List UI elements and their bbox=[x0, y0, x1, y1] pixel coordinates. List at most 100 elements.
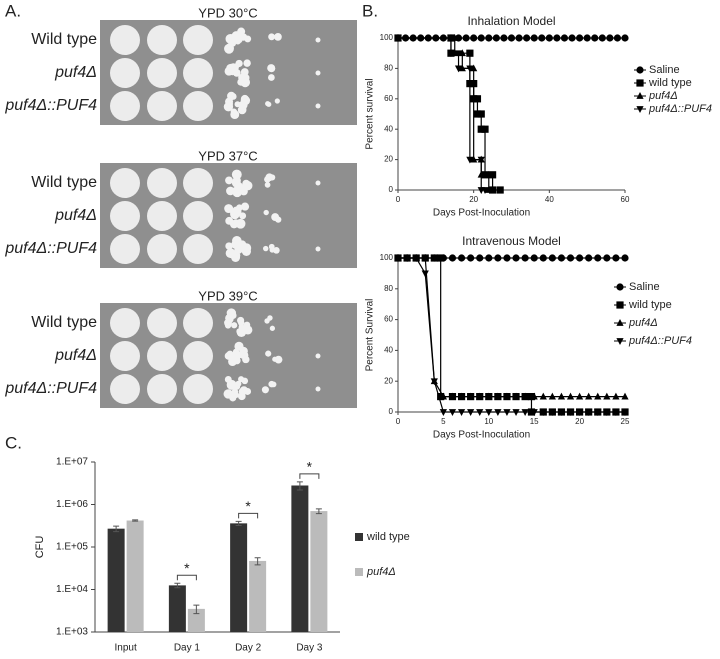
data-point bbox=[503, 392, 511, 400]
colony bbox=[269, 247, 276, 253]
significance-bracket bbox=[176, 574, 197, 581]
x-tick-label: 20 bbox=[575, 417, 584, 426]
colony bbox=[231, 322, 238, 329]
error-bar bbox=[113, 525, 120, 533]
data-point bbox=[494, 254, 502, 262]
colony-spot bbox=[183, 25, 213, 55]
strain-label: puf4Δ::PUF4 bbox=[4, 240, 97, 257]
data-point bbox=[568, 34, 576, 42]
strain-label: Wild type bbox=[31, 174, 97, 191]
colony-spot bbox=[110, 58, 140, 88]
legend-marker bbox=[616, 319, 624, 326]
colony-spot bbox=[147, 374, 177, 404]
error-bar bbox=[193, 604, 200, 615]
x-tick-label: Day 3 bbox=[296, 643, 323, 654]
y-tick-label: 0 bbox=[389, 185, 394, 194]
data-point bbox=[621, 254, 629, 262]
data-point bbox=[545, 34, 553, 42]
data-point bbox=[439, 409, 447, 416]
y-tick-label: 1.E+03 bbox=[56, 627, 88, 638]
data-point bbox=[466, 65, 474, 73]
colony bbox=[243, 321, 251, 329]
data-point bbox=[485, 254, 493, 262]
legend-label: puf4Δ bbox=[366, 566, 396, 578]
data-point bbox=[457, 254, 466, 262]
data-point bbox=[447, 50, 455, 58]
data-point bbox=[492, 34, 500, 42]
data-point bbox=[521, 254, 529, 262]
y-tick-label: 1.E+05 bbox=[56, 542, 88, 553]
data-point bbox=[473, 110, 482, 118]
significance-bracket bbox=[238, 512, 259, 519]
legend-marker bbox=[616, 283, 624, 291]
error-bar bbox=[254, 557, 261, 566]
legend-marker bbox=[616, 338, 624, 345]
data-point bbox=[613, 34, 622, 42]
legend-label: Saline bbox=[629, 281, 660, 293]
x-tick-label: Input bbox=[115, 643, 137, 654]
data-point bbox=[473, 95, 482, 103]
data-point bbox=[539, 409, 547, 416]
colony bbox=[238, 387, 247, 396]
data-point bbox=[512, 254, 520, 262]
colony bbox=[227, 34, 236, 43]
data-point bbox=[521, 409, 529, 416]
y-tick-label: 80 bbox=[384, 64, 393, 73]
data-point bbox=[621, 392, 629, 400]
y-axis-label: CFU bbox=[34, 536, 46, 559]
data-point bbox=[481, 125, 489, 133]
data-point bbox=[485, 170, 493, 178]
data-point bbox=[466, 49, 474, 57]
data-point bbox=[503, 254, 511, 262]
colony bbox=[268, 380, 275, 388]
colony bbox=[265, 101, 271, 107]
data-point bbox=[503, 409, 511, 416]
colony bbox=[269, 325, 276, 331]
data-point bbox=[585, 409, 593, 416]
survival-line bbox=[398, 257, 625, 413]
data-point bbox=[548, 254, 556, 262]
y-tick-label: 20 bbox=[384, 376, 393, 385]
data-point bbox=[548, 409, 556, 416]
legend-label: wild type bbox=[648, 77, 692, 89]
data-point bbox=[448, 409, 457, 416]
data-point bbox=[485, 409, 493, 416]
colony bbox=[261, 386, 269, 394]
legend-marker bbox=[616, 301, 624, 309]
error-bar bbox=[235, 520, 242, 527]
y-tick-label: 60 bbox=[384, 315, 393, 324]
data-point bbox=[538, 34, 546, 42]
colony bbox=[225, 242, 233, 250]
data-point bbox=[466, 156, 474, 164]
colony-spot bbox=[110, 341, 140, 371]
colony-spot bbox=[110, 374, 140, 404]
legend-swatch bbox=[355, 533, 363, 541]
colony-spot bbox=[110, 91, 140, 121]
chart-title: Inhalation Model bbox=[467, 14, 555, 28]
data-point bbox=[481, 187, 489, 194]
y-tick-label: 40 bbox=[384, 124, 393, 133]
bar bbox=[291, 485, 309, 632]
strain-label: puf4Δ bbox=[54, 347, 97, 364]
data-point bbox=[394, 35, 402, 42]
y-tick-label: 80 bbox=[384, 284, 393, 293]
bar bbox=[126, 520, 144, 632]
x-tick-label: 0 bbox=[396, 417, 401, 426]
data-point bbox=[500, 34, 508, 42]
legend-label: puf4Δ bbox=[648, 90, 678, 102]
x-tick-label: Day 2 bbox=[235, 643, 262, 654]
data-point bbox=[621, 34, 629, 42]
strain-label: puf4Δ::PUF4 bbox=[4, 97, 97, 114]
colony bbox=[233, 356, 241, 365]
colony bbox=[231, 63, 239, 72]
legend-marker bbox=[636, 106, 644, 113]
data-point bbox=[476, 254, 484, 262]
colony-spot bbox=[147, 201, 177, 231]
colony bbox=[224, 376, 232, 383]
colony-spot bbox=[110, 168, 140, 198]
panel-label: C. bbox=[5, 433, 22, 452]
legend-label: puf4Δ::PUF4 bbox=[648, 103, 712, 115]
data-point bbox=[457, 392, 466, 400]
data-point bbox=[394, 255, 402, 262]
